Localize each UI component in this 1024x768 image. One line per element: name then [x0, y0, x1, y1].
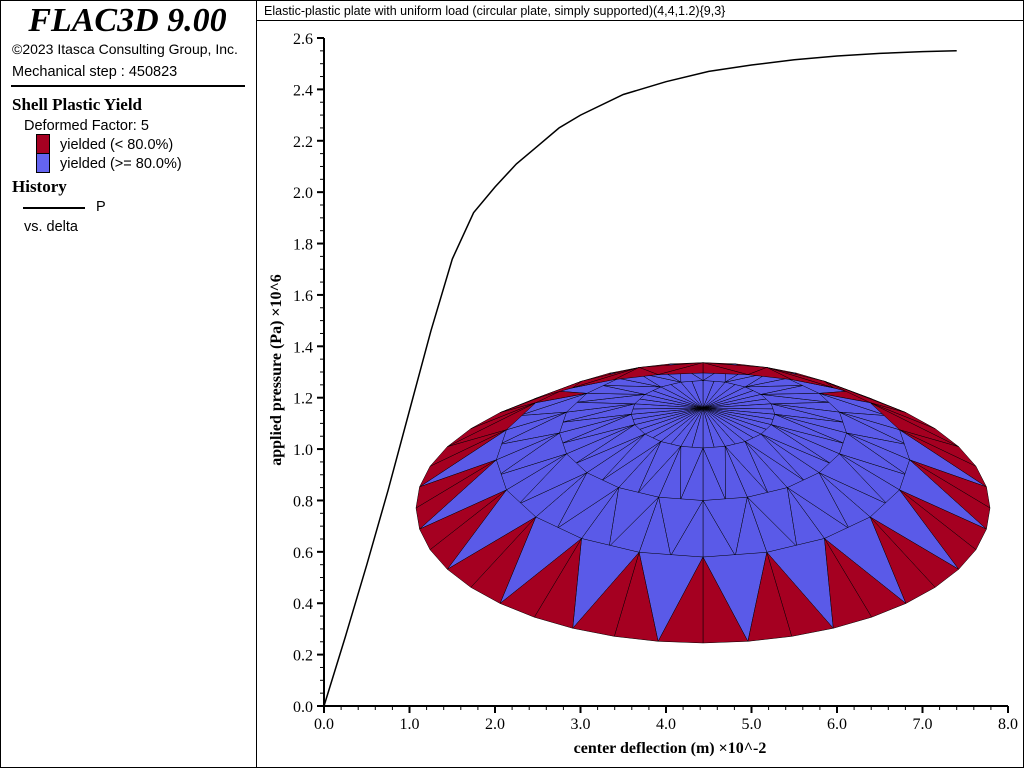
x-tick-label: 2.0 [485, 716, 505, 733]
y-tick-label: 1.4 [293, 339, 313, 356]
y-tick-label: 0.2 [293, 648, 313, 665]
title-divider [256, 20, 1024, 21]
axes: 0.0 1.0 2.0 3.0 4.0 5.0 6.0 7.0 8.0 0.0 0.2 0.4 0.6 0… [293, 31, 1018, 733]
history-title: History [12, 177, 67, 196]
x-tick-label: 5.0 [742, 716, 762, 733]
y-tick-label: 1.6 [293, 288, 313, 305]
shell-element [419, 489, 507, 551]
y-tick-label: 1.0 [293, 442, 313, 459]
x-tick-label: 0.0 [314, 716, 334, 733]
shell-element [870, 402, 959, 447]
legend-swatch-blue [36, 153, 50, 173]
x-tick-label: 1.0 [400, 716, 420, 733]
mechanical-step: Mechanical step : 450823 [12, 64, 178, 80]
shell-plate-plot [415, 362, 991, 644]
shell-element [899, 489, 977, 570]
shell-element [658, 362, 704, 375]
y-tick-label: 0.4 [293, 596, 313, 613]
app-title: FLAC3D 9.00 [28, 2, 227, 39]
y-tick-label: 2.0 [293, 185, 313, 202]
shell-element [572, 552, 640, 637]
chart-title: Elastic-plastic plate with uniform load … [264, 4, 726, 18]
x-tick-label: 6.0 [827, 716, 847, 733]
y-tick-label: 2.4 [293, 82, 313, 99]
y-tick-label: 2.6 [293, 31, 313, 48]
history-line-swatch [23, 207, 85, 209]
shell-element [824, 380, 907, 413]
x-tick-label: 7.0 [913, 716, 933, 733]
y-tick-label: 0.0 [293, 699, 313, 716]
y-tick-label: 0.6 [293, 545, 313, 562]
shell-element [657, 556, 704, 644]
shell-element [499, 538, 582, 618]
shell-element [899, 429, 988, 488]
history-vs: vs. delta [24, 219, 78, 235]
y-tick-label: 0.8 [293, 493, 313, 510]
shell-element [824, 538, 873, 629]
shell-element [534, 380, 582, 400]
copyright: ©2023 Itasca Consulting Group, Inc. [12, 41, 238, 57]
y-tick-label: 1.2 [293, 391, 313, 408]
deformed-factor: Deformed Factor: 5 [24, 118, 149, 134]
shell-element [446, 516, 537, 588]
shell-element [614, 367, 659, 380]
divider [11, 85, 245, 87]
shell-element [747, 552, 793, 642]
legend-item: yielded (< 80.0%) [60, 137, 174, 153]
series-line-P [323, 50, 957, 707]
shell-element [909, 459, 991, 530]
shell-element [869, 516, 936, 604]
shell-element [415, 459, 497, 509]
shell-element [429, 429, 507, 467]
legend-item: yielded (>= 80.0%) [60, 156, 182, 172]
shell-element [470, 402, 536, 429]
plot-title: Shell Plastic Yield [12, 95, 143, 114]
y-tick-label: 2.2 [293, 134, 313, 151]
x-tick-label: 3.0 [571, 716, 591, 733]
x-axis-label: center deflection (m) ×10^-2 [574, 740, 767, 757]
x-tick-label: 8.0 [998, 716, 1018, 733]
y-tick-label: 1.8 [293, 237, 313, 254]
shell-element [766, 367, 834, 388]
history-series: P [96, 199, 106, 215]
x-tick-label: 4.0 [656, 716, 676, 733]
y-axis-label: applied pressure (Pa) ×10^6 [268, 274, 285, 466]
